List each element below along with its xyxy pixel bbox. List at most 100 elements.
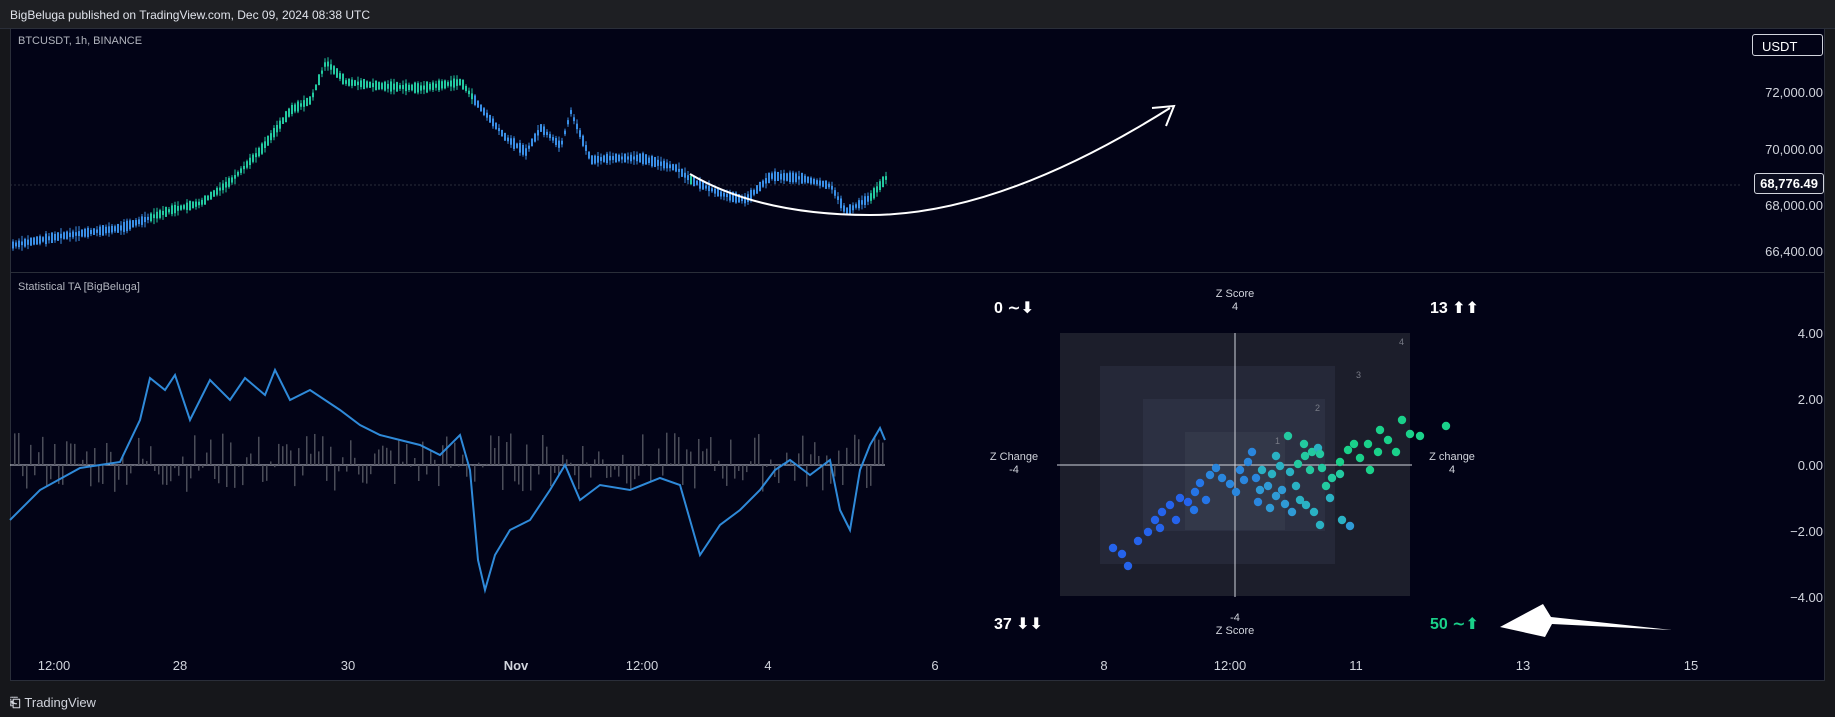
histogram-bar (434, 459, 436, 465)
histogram-bar (554, 465, 556, 473)
histogram-bar (70, 443, 72, 465)
histogram-bar (106, 443, 108, 465)
histogram-bar (610, 465, 612, 478)
zscore-tick: 0.00 (1797, 458, 1823, 473)
histogram-bar (162, 465, 164, 485)
histogram-bar (174, 465, 176, 469)
box-level-label: 4 (1399, 337, 1405, 347)
scatter-point (1305, 465, 1315, 475)
histogram-bar (586, 462, 588, 465)
scatter-point (1373, 447, 1383, 457)
histogram-bar (154, 465, 156, 471)
time-tick: 4 (764, 658, 772, 673)
histogram-bar (246, 457, 248, 465)
scatter-point (1337, 515, 1347, 525)
histogram-bar (650, 465, 652, 482)
histogram-bar (198, 465, 200, 471)
histogram-bar (26, 465, 28, 489)
current-price-badge: 68,776.49 (1754, 173, 1824, 194)
chart-frame[interactable] (10, 28, 1825, 681)
scatter-point (1315, 449, 1325, 459)
histogram-bar (290, 450, 292, 465)
histogram-bar (622, 454, 624, 465)
histogram-bar (750, 461, 752, 465)
scatter-point (1201, 495, 1211, 505)
histogram-bar (570, 462, 572, 465)
scatter-point (1391, 447, 1401, 457)
histogram-bar (602, 459, 604, 465)
scatter-point (1291, 481, 1301, 491)
histogram-bar (234, 465, 236, 488)
histogram-bar (330, 446, 332, 465)
histogram-bar (770, 459, 772, 465)
currency-button[interactable]: USDT (1752, 34, 1823, 56)
histogram-bar (394, 465, 396, 484)
histogram-bar (322, 436, 324, 465)
histogram-bar (342, 457, 344, 465)
histogram-bar (182, 456, 184, 465)
scatter-point (1165, 500, 1175, 510)
quadrant-top-right-count: 13 ⬆⬆ (1430, 300, 1480, 317)
scatter-point (1295, 495, 1305, 505)
scatter-point (1301, 500, 1311, 510)
quadrant-bottom-right-count: 50 ∼⬆ (1430, 616, 1480, 633)
histogram-bar (442, 445, 444, 465)
histogram-bar (634, 465, 636, 480)
histogram-bar (870, 465, 872, 486)
histogram-bar (326, 465, 328, 481)
histogram-bar (678, 437, 680, 465)
histogram-bar (830, 465, 832, 484)
histogram-bar (370, 465, 372, 475)
time-tick: 30 (340, 658, 356, 673)
scatter-point (1263, 481, 1273, 491)
time-tick: 28 (172, 658, 188, 673)
histogram-bar (222, 433, 224, 465)
histogram-bar (138, 437, 140, 465)
candlestick-series (12, 57, 887, 251)
histogram-bar (314, 433, 316, 465)
time-tick: 13 (1515, 658, 1531, 673)
histogram-bar (522, 465, 524, 492)
histogram-bar (510, 433, 512, 465)
scatter-point (1255, 485, 1265, 495)
histogram-bar (78, 463, 80, 465)
histogram-bar (118, 465, 120, 480)
histogram-bar (66, 441, 68, 465)
scatter-point (1150, 515, 1160, 525)
pane-divider[interactable] (10, 272, 1825, 273)
histogram-bar (810, 454, 812, 465)
histogram-bar (310, 453, 312, 465)
histogram-bar (218, 465, 220, 484)
forecast-arrowhead (1151, 104, 1176, 127)
scatter-point (1205, 470, 1215, 480)
histogram-bar (562, 454, 564, 465)
histogram-bar (458, 465, 460, 467)
histogram-bar (226, 465, 228, 488)
histogram-bar (146, 461, 148, 465)
histogram-bar (194, 435, 196, 465)
scatter-point (1123, 561, 1133, 571)
histogram-bar (258, 436, 260, 465)
histogram-bar (398, 440, 400, 465)
histogram-bar (874, 436, 876, 465)
histogram-bar (710, 437, 712, 465)
histogram-bar (206, 452, 208, 465)
histogram-bar (386, 447, 388, 465)
histogram-bar (418, 465, 420, 482)
histogram-bar (846, 447, 848, 465)
scatter-point (1309, 507, 1319, 517)
scatter-point (1157, 507, 1167, 517)
scatter-point (1283, 431, 1293, 441)
histogram-bar (22, 465, 24, 477)
histogram-bar (670, 463, 672, 465)
histogram-bar (654, 463, 656, 465)
histogram-bar (582, 445, 584, 465)
tradingview-logo[interactable]: ⎗ TradingView (10, 695, 96, 710)
histogram-bar (506, 442, 508, 465)
zscore-tick: 4.00 (1797, 326, 1823, 341)
histogram-bar (382, 445, 384, 465)
scatter-point (1363, 439, 1373, 449)
histogram-bar (74, 443, 76, 465)
histogram-bar (858, 439, 860, 465)
